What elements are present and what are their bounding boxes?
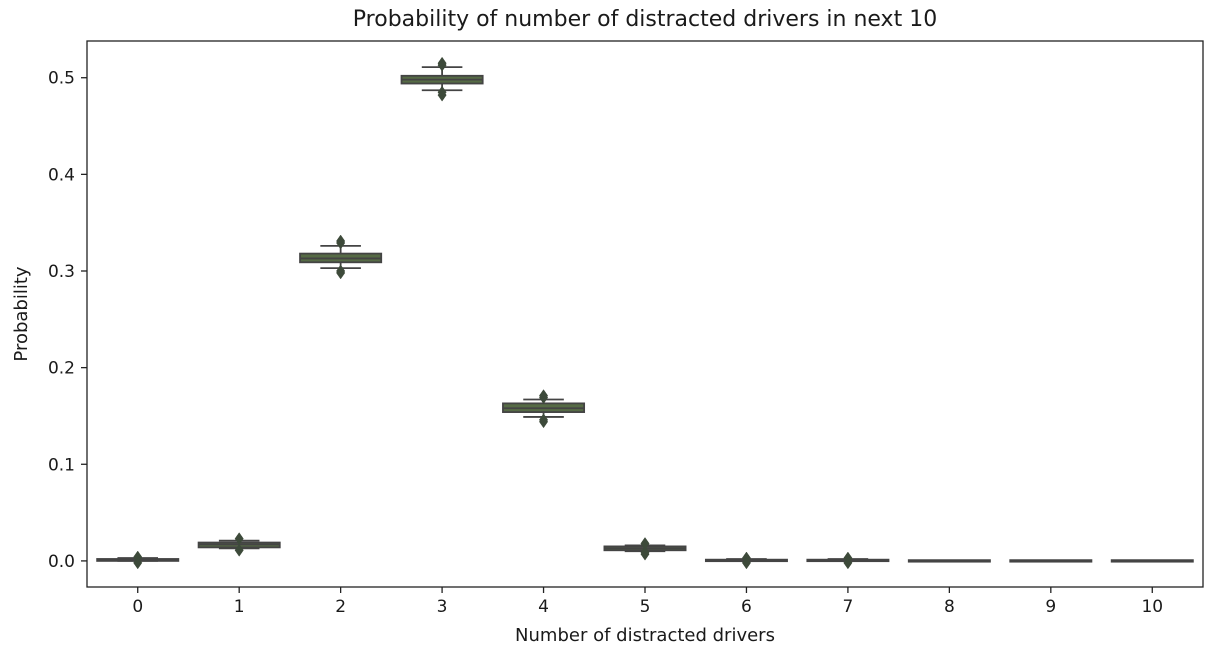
box-3 — [400, 56, 484, 102]
box-0 — [96, 550, 180, 570]
box-8 — [907, 559, 991, 563]
y-tick-label: 0.2 — [48, 359, 75, 379]
box-6 — [704, 551, 788, 570]
outlier-point — [437, 56, 447, 70]
x-tick-label: 2 — [335, 597, 346, 617]
x-tick-label: 1 — [234, 597, 245, 617]
x-tick-label: 9 — [1045, 597, 1056, 617]
y-tick-label: 0.3 — [48, 262, 75, 282]
x-axis-label: Number of distracted drivers — [515, 625, 775, 646]
box-9 — [1009, 559, 1093, 563]
x-tick-label: 0 — [132, 597, 143, 617]
x-tick-label: 4 — [538, 597, 549, 617]
x-tick-label: 10 — [1141, 597, 1163, 617]
outlier-point — [539, 413, 549, 427]
outlier-point — [843, 556, 853, 570]
y-tick-label: 0.1 — [48, 455, 75, 475]
y-axis-label: Probability — [11, 266, 32, 361]
outlier-point — [133, 556, 143, 570]
outlier-point — [336, 264, 346, 278]
outlier-point — [234, 543, 244, 557]
box-7 — [806, 551, 890, 570]
x-axis: 0 1 2 3 4 5 6 7 8 9 10 — [132, 587, 1163, 617]
x-tick-label: 8 — [944, 597, 955, 617]
x-tick-label: 6 — [741, 597, 752, 617]
y-tick-label: 0.0 — [48, 552, 75, 572]
box-1 — [197, 532, 281, 557]
box-2 — [299, 234, 383, 280]
x-tick-label: 7 — [842, 597, 853, 617]
outlier-point — [336, 234, 346, 248]
x-tick-label: 3 — [437, 597, 448, 617]
box-10 — [1110, 559, 1194, 563]
outlier-point — [234, 532, 244, 546]
box-series — [96, 56, 1194, 570]
y-tick-label: 0.5 — [48, 69, 75, 89]
y-tick-label: 0.4 — [48, 165, 75, 185]
plot-frame — [86, 40, 1204, 588]
outlier-point — [539, 389, 549, 403]
outlier-point — [640, 545, 650, 559]
outlier-point — [640, 537, 650, 550]
box-4 — [502, 389, 586, 429]
outlier-point — [437, 85, 447, 99]
chart-title: Probability of number of distracted driv… — [353, 7, 937, 32]
box-5 — [603, 537, 687, 561]
x-tick-label: 5 — [640, 597, 651, 617]
y-axis: 0.0 0.1 0.2 0.3 0.4 0.5 — [48, 69, 87, 572]
outlier-point — [741, 556, 751, 570]
